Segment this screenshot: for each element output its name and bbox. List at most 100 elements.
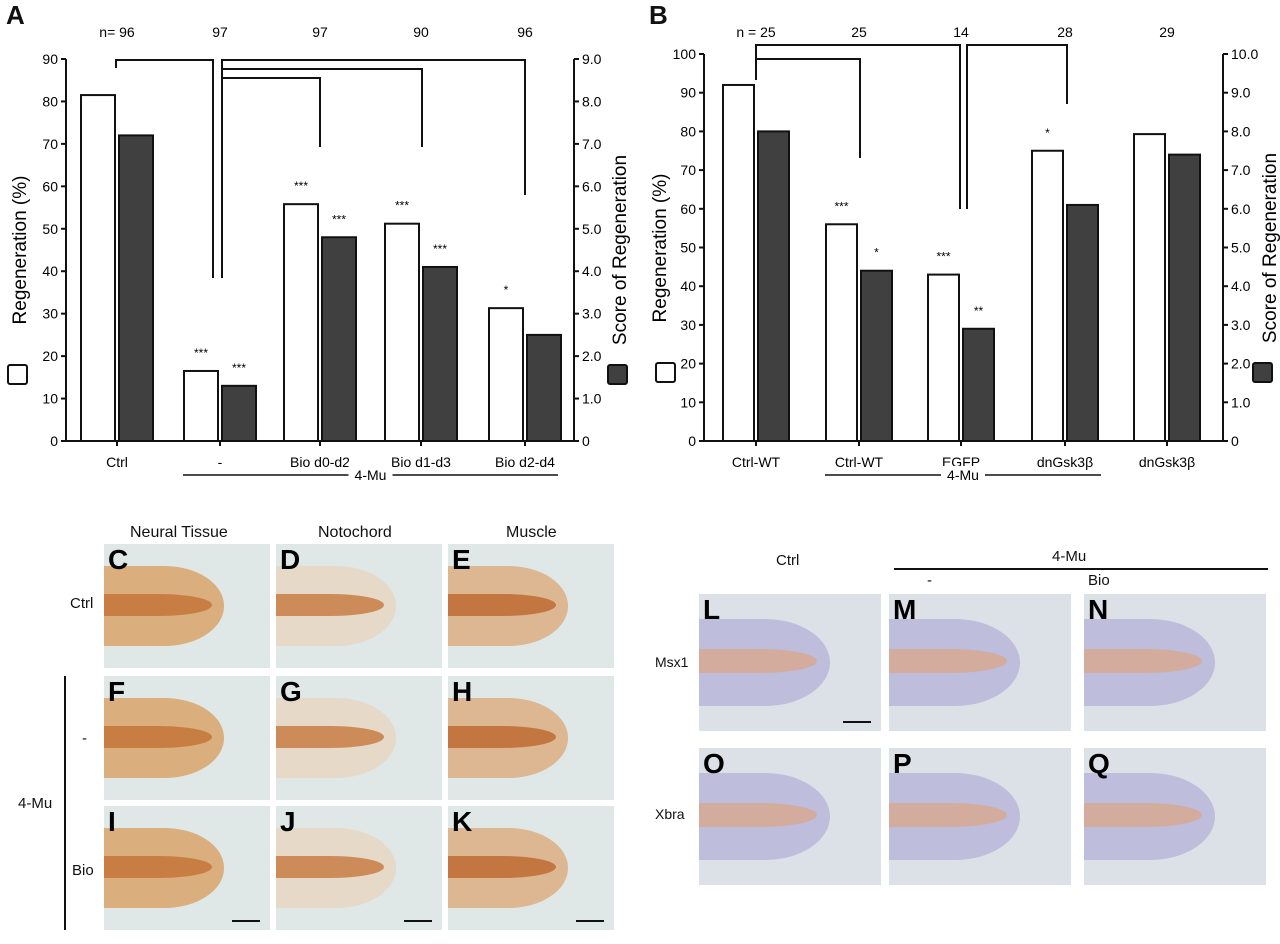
left-tick-label: 20 (680, 356, 696, 372)
micrograph-panel: I (104, 806, 270, 930)
panel-letter: J (280, 806, 296, 837)
comparison-bracket (222, 77, 321, 147)
bar-regeneration (488, 307, 524, 442)
panel-letter: P (893, 748, 912, 779)
comparison-bracket (221, 59, 526, 278)
y-axis-label: Regeneration (%) (10, 176, 31, 325)
micrograph-panel: L (699, 594, 881, 731)
panel-letter: K (452, 806, 473, 837)
left-tick-label: 70 (680, 162, 696, 178)
tissue-core (448, 593, 556, 616)
bar-score (962, 327, 995, 442)
tissue-core (276, 593, 384, 616)
x-tick-label: dnGsk3β (1139, 454, 1195, 470)
panel-label-a: A (6, 0, 25, 30)
y2-axis-label: Score of Regeneration (1260, 153, 1280, 343)
micrograph-panel: C (104, 544, 270, 668)
column-header-muscle: Muscle (506, 524, 557, 541)
tissue-core (448, 725, 556, 748)
bar-score (526, 333, 562, 442)
right-tick-label: 1.0 (582, 391, 602, 407)
group-label: 4-Mu (355, 467, 387, 483)
x-tick-label: Ctrl-WT (835, 454, 884, 470)
micrograph-panel: M (889, 594, 1071, 731)
right-tick-label: 8.0 (582, 93, 602, 109)
comparison-bracket (966, 44, 1068, 209)
left-tick-label: 0 (50, 433, 58, 449)
right-tick-label: 4.0 (582, 263, 602, 279)
tissue-core (276, 855, 384, 878)
bar-score (860, 269, 893, 442)
significance-marker: *** (936, 250, 950, 264)
left-tick-label: 40 (680, 278, 696, 294)
n-label: 25 (851, 24, 867, 40)
scale-bar (843, 721, 871, 723)
tissue-core (1084, 648, 1203, 674)
left-tick-label: 30 (42, 306, 58, 322)
significance-marker: *** (395, 199, 409, 213)
comparison-bracket (115, 59, 214, 278)
micrograph-panel: Q (1084, 748, 1266, 885)
micrograph-panel: K (448, 806, 614, 930)
x-tick-label: dnGsk3β (1037, 454, 1093, 470)
column-header-neural-tissue: Neural Tissue (130, 524, 228, 541)
tissue-core (104, 855, 212, 878)
panel-letter: G (280, 676, 302, 707)
comparison-bracket (755, 44, 961, 209)
panel-letter: I (108, 806, 116, 837)
group-bracket-line (64, 676, 66, 930)
panel-letter: M (893, 594, 917, 625)
n-label: n = 25 (736, 24, 776, 40)
comparison-bracket (756, 58, 861, 158)
micrograph-panel: P (889, 748, 1071, 885)
right-tick-label: 0 (1231, 433, 1239, 449)
legend-swatch-score (607, 364, 628, 385)
bar-regeneration (825, 223, 858, 442)
right-tick-label: 9.0 (582, 51, 602, 67)
significance-marker: *** (834, 199, 848, 213)
micrograph-panel: N (1084, 594, 1266, 731)
y2-axis-label: Score of Regeneration (610, 155, 631, 345)
left-tick-label: 30 (680, 317, 696, 333)
column-header-bio: Bio (1088, 572, 1110, 589)
micrograph-panel: D (276, 544, 442, 668)
right-tick-label: 3.0 (1231, 317, 1251, 333)
right-tick-label: 1.0 (1231, 394, 1251, 410)
left-tick-label: 10 (680, 394, 696, 410)
x-tick-label: Bio d1-d3 (391, 454, 451, 470)
n-label: 90 (413, 24, 429, 40)
n-label: 97 (312, 24, 328, 40)
y-axis-label: Regeneration (%) (650, 174, 671, 323)
chart-a: 0 10 20 30 40 50 60 70 80 90 0 1.0 2.0 3.0 4.0 5.0 6.0 7.… (7, 24, 631, 484)
micrograph-panel: H (448, 676, 614, 800)
right-tick-label: 5.0 (582, 221, 602, 237)
significance-marker: *** (294, 179, 308, 193)
left-tick-label: 0 (688, 433, 696, 449)
n-label: 97 (212, 24, 228, 40)
group-label: 4-Mu (947, 467, 979, 483)
left-tick-label: 90 (680, 85, 696, 101)
legend-swatch-regeneration (7, 364, 28, 385)
bar-score (1168, 153, 1201, 442)
significance-marker: * (504, 283, 509, 297)
panel-label-b: B (649, 0, 668, 30)
left-tick-label: 80 (42, 93, 58, 109)
row-label-xbra: Xbra (655, 806, 685, 822)
bar-regeneration (722, 83, 755, 443)
panel-letter: O (703, 748, 725, 779)
bar-regeneration (927, 273, 960, 442)
right-tick-label: 9.0 (1231, 85, 1251, 101)
bar-score (757, 130, 790, 442)
column-group-label-4mu: 4-Mu (1052, 548, 1087, 565)
right-tick-label: 2.0 (1231, 356, 1251, 372)
row-label-untreated: - (82, 730, 87, 747)
right-tick-label: 6.0 (1231, 201, 1251, 217)
significance-marker: ** (974, 304, 984, 318)
significance-marker: *** (332, 212, 346, 226)
bar-regeneration (1133, 133, 1166, 442)
x-tick-label: Ctrl-WT (732, 454, 781, 470)
micrograph-panel: J (276, 806, 442, 930)
left-tick-label: 70 (42, 136, 58, 152)
n-label: 96 (517, 24, 533, 40)
n-label: 28 (1057, 24, 1073, 40)
